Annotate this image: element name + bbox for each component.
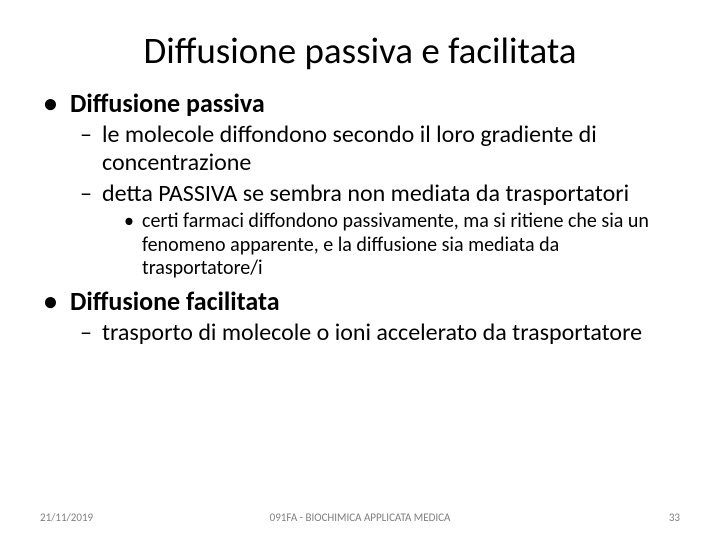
bullet-dot-icon: • bbox=[44, 87, 70, 119]
slide-footer: 21/11/2019 091FA - BIOCHIMICA APPLICATA … bbox=[0, 511, 720, 524]
slide-title: Diffusione passiva e facilitata bbox=[40, 28, 680, 73]
bullet-dash-icon: – bbox=[80, 319, 102, 347]
bullet-text: Diffusione facilitata bbox=[70, 285, 280, 317]
bullet-level2: – detta PASSIVA se sembra non mediata da… bbox=[80, 180, 680, 208]
slide-content: • Diffusione passiva – le molecole diffo… bbox=[40, 87, 680, 347]
bullet-dash-icon: – bbox=[80, 180, 102, 208]
bullet-dot-icon: • bbox=[44, 285, 70, 317]
bullet-level2: – le molecole diffondono secondo il loro… bbox=[80, 121, 680, 178]
bullet-level2: – trasporto di molecole o ioni accelerat… bbox=[80, 319, 680, 347]
bullet-text: le molecole diffondono secondo il loro g… bbox=[102, 121, 680, 178]
footer-date: 21/11/2019 bbox=[40, 511, 93, 524]
bullet-dot-icon: • bbox=[124, 210, 142, 281]
bullet-level1: • Diffusione facilitata bbox=[44, 285, 680, 317]
bullet-text: trasporto di molecole o ioni accelerato … bbox=[102, 319, 642, 347]
bullet-level3: • certi farmaci diffondono passivamente,… bbox=[124, 210, 680, 281]
bullet-text: certi farmaci diffondono passivamente, m… bbox=[142, 210, 680, 281]
bullet-text: Diffusione passiva bbox=[70, 87, 265, 119]
bullet-level1: • Diffusione passiva bbox=[44, 87, 680, 119]
slide-container: Diffusione passiva e facilitata • Diffus… bbox=[0, 0, 720, 540]
footer-course: 091FA - BIOCHIMICA APPLICATA MEDICA bbox=[270, 511, 451, 524]
bullet-text: detta PASSIVA se sembra non mediata da t… bbox=[102, 180, 629, 208]
bullet-dash-icon: – bbox=[80, 121, 102, 178]
footer-page-number: 33 bbox=[669, 511, 680, 524]
